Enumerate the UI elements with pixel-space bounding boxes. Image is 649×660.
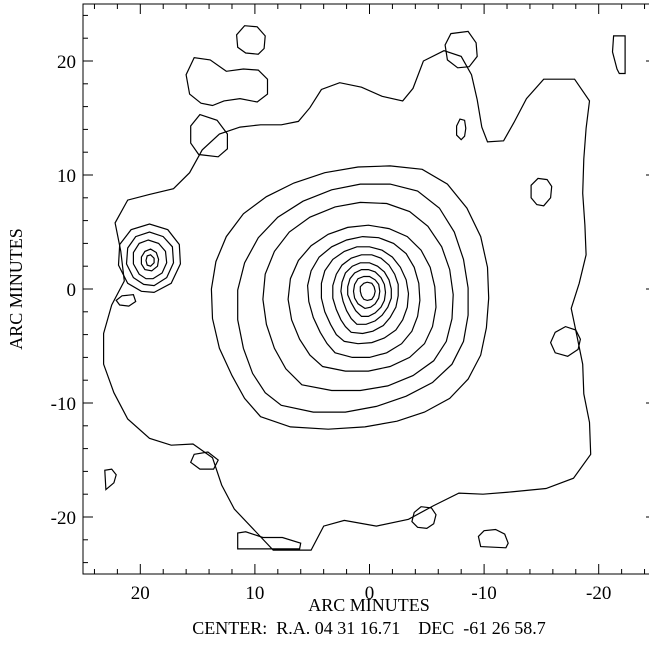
x-tick-label: -20 <box>586 583 611 604</box>
axis-ticks <box>83 4 649 574</box>
contour-level-7 <box>320 246 410 345</box>
contour-island-left-blob <box>185 56 269 107</box>
y-axis-label: ARC MINUTES <box>6 228 26 350</box>
contour-island-bottom-right <box>611 35 626 75</box>
contour-level-2 <box>210 165 490 430</box>
y-tick-label: -20 <box>51 508 76 529</box>
contour-lines <box>103 25 626 551</box>
tick-labels: 20 10 0 -10 -20 -20 -10 0 10 20 <box>51 52 612 604</box>
x-axis-label: ARC MINUTES <box>308 595 430 615</box>
contour-level-9 <box>340 262 392 325</box>
contour-source-left-2 <box>125 231 175 287</box>
contour-island-left-lower <box>190 113 228 158</box>
contour-level-4 <box>262 201 454 392</box>
contour-level-8 <box>332 254 399 335</box>
contour-source-left-4 <box>140 248 160 272</box>
x-tick-label: 20 <box>131 583 150 604</box>
contour-source-left-outer <box>117 223 182 294</box>
contour-island-top-right <box>477 528 509 549</box>
contour-island-left-small <box>115 294 137 307</box>
contour-source-left-3 <box>132 239 168 280</box>
contour-island-top <box>237 531 302 550</box>
contour-level-6 <box>306 235 421 358</box>
contour-island-right-mid <box>549 325 582 357</box>
contour-island-left-notch <box>189 451 219 470</box>
contour-level-10 <box>347 269 387 317</box>
center-caption: CENTER: R.A. 04 31 16.71 DEC -61 26 58.7 <box>192 618 546 638</box>
contour-island-upper-left <box>104 468 117 491</box>
contour-island-right-small <box>456 118 467 141</box>
contour-island-upper-center <box>411 506 437 530</box>
contour-source-left-core <box>145 254 155 267</box>
x-tick-label: 0 <box>365 583 375 604</box>
contour-level-3 <box>237 183 469 413</box>
contour-level-5 <box>287 224 437 372</box>
y-tick-label: 0 <box>67 280 77 301</box>
contour-island-bottom-left <box>235 25 266 55</box>
contour-island-right-lower <box>530 177 553 207</box>
y-tick-label: 20 <box>57 52 76 73</box>
contour-level-11 <box>352 275 381 310</box>
y-tick-label: 10 <box>57 166 76 187</box>
contour-level-1 <box>103 50 592 551</box>
y-tick-label: -10 <box>51 394 76 415</box>
contour-level-12 <box>359 281 376 302</box>
contour-island-bottom-center <box>444 30 478 69</box>
x-tick-label: -10 <box>471 583 496 604</box>
x-tick-label: 10 <box>245 583 264 604</box>
